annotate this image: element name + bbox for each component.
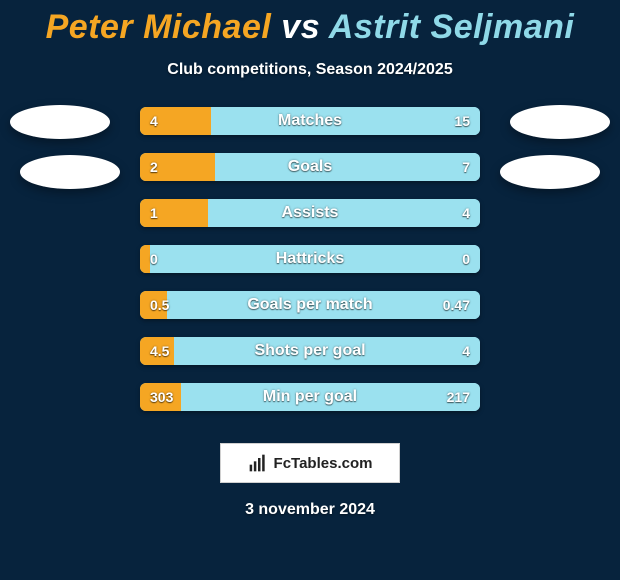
vs-text: vs (281, 8, 320, 46)
stat-row: 0.50.47Goals per match (140, 291, 480, 319)
player1-name: Peter Michael (46, 8, 272, 46)
comparison-card: Peter Michael vs Astrit Seljmani Club co… (0, 0, 620, 580)
stat-bar-right (215, 153, 480, 181)
stat-bar-left (140, 199, 208, 227)
stat-row: 415Matches (140, 107, 480, 135)
stat-bar-right (150, 245, 480, 273)
stat-bar-left (140, 107, 211, 135)
stat-bar-left (140, 245, 150, 273)
player1-badge-1 (10, 105, 110, 139)
stat-bar-right (174, 337, 480, 365)
stat-row: 27Goals (140, 153, 480, 181)
stat-bar-left (140, 153, 215, 181)
player2-badge-1 (510, 105, 610, 139)
stat-row: 14Assists (140, 199, 480, 227)
stat-bar-right (181, 383, 480, 411)
brand-bars-icon (248, 453, 268, 473)
stat-bars: 415Matches 27Goals 14Assists 00Hattricks 0.5… (140, 107, 480, 429)
stat-bar-left (140, 383, 181, 411)
stat-row: 4.54Shots per goal (140, 337, 480, 365)
stat-row: 303217Min per goal (140, 383, 480, 411)
stat-bar-right (167, 291, 480, 319)
stat-bar-right (211, 107, 480, 135)
stat-bar-left (140, 291, 167, 319)
stat-row: 00Hattricks (140, 245, 480, 273)
brand-text: FcTables.com (274, 455, 373, 472)
player2-badge-2 (500, 155, 600, 189)
player1-badge-2 (20, 155, 120, 189)
footer-date: 3 november 2024 (0, 501, 620, 519)
stat-bar-left (140, 337, 174, 365)
page-title: Peter Michael vs Astrit Seljmani (0, 0, 620, 47)
subtitle: Club competitions, Season 2024/2025 (0, 61, 620, 79)
player2-name: Astrit Seljmani (329, 8, 575, 46)
compare-area: 415Matches 27Goals 14Assists 00Hattricks 0.5… (0, 107, 620, 437)
stat-bar-right (208, 199, 480, 227)
brand-box: FcTables.com (220, 443, 400, 483)
